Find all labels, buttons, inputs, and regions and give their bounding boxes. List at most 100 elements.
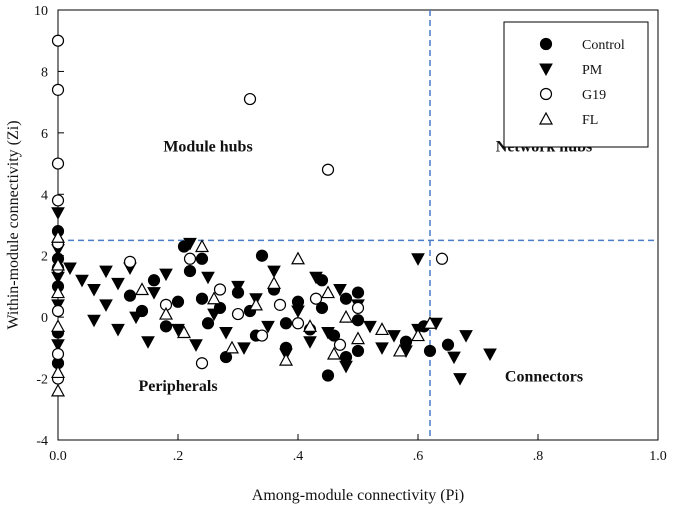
point-pm bbox=[267, 265, 281, 279]
point-fl bbox=[50, 383, 66, 397]
point-g19 bbox=[51, 194, 65, 207]
x-axis-title: Among-module connectivity (Pi) bbox=[252, 487, 464, 504]
point-fl bbox=[50, 365, 66, 379]
point-pm bbox=[219, 327, 233, 340]
point-pm bbox=[207, 308, 221, 322]
point-pm bbox=[189, 339, 203, 352]
point-pm bbox=[51, 339, 65, 352]
point-pm bbox=[321, 327, 335, 340]
x-tick-label: .6 bbox=[413, 449, 424, 464]
legend-label-g19: G19 bbox=[582, 88, 606, 103]
point-g19 bbox=[183, 252, 197, 265]
point-pm bbox=[333, 284, 347, 297]
point-fl bbox=[176, 325, 192, 339]
x-tick-label: .2 bbox=[173, 449, 184, 464]
point-g19 bbox=[51, 304, 65, 318]
x-tick-label: .8 bbox=[533, 449, 544, 464]
point-fl bbox=[50, 319, 66, 332]
data-points bbox=[50, 34, 497, 397]
point-pm bbox=[291, 305, 305, 319]
point-g19 bbox=[435, 252, 449, 265]
point-fl bbox=[158, 306, 174, 320]
legend-label-fl: FL bbox=[582, 113, 598, 128]
point-control bbox=[219, 350, 233, 364]
point-fl bbox=[374, 322, 390, 336]
point-control bbox=[441, 338, 455, 351]
point-pm bbox=[387, 330, 401, 343]
point-fl bbox=[50, 257, 66, 271]
point-g19 bbox=[123, 255, 137, 268]
point-g19 bbox=[255, 329, 269, 342]
point-fl bbox=[194, 239, 210, 253]
point-control bbox=[279, 317, 293, 330]
y-axis-ticks: -4 -2 0 2 4 6 8 10 bbox=[34, 4, 64, 449]
legend: Control PM G19 FL bbox=[503, 21, 649, 148]
point-g19 bbox=[351, 301, 365, 315]
point-fl bbox=[326, 346, 342, 360]
point-fl bbox=[350, 331, 366, 345]
point-pm bbox=[261, 320, 275, 334]
point-pm bbox=[111, 277, 125, 291]
point-control bbox=[339, 292, 353, 305]
legend-marker-control bbox=[539, 37, 553, 51]
x-tick-label: 0.0 bbox=[49, 449, 67, 464]
point-pm bbox=[459, 330, 473, 343]
point-control bbox=[147, 274, 161, 287]
point-pm bbox=[339, 360, 353, 374]
point-control bbox=[315, 301, 329, 315]
point-pm bbox=[363, 320, 377, 334]
point-control bbox=[321, 369, 335, 382]
point-pm bbox=[159, 268, 173, 282]
y-axis-title: Within-module connectivity (Zi) bbox=[5, 120, 22, 329]
point-pm bbox=[99, 265, 113, 279]
point-pm bbox=[141, 336, 155, 349]
point-pm bbox=[411, 253, 425, 266]
point-pm bbox=[183, 237, 197, 251]
point-pm bbox=[231, 280, 245, 294]
point-pm bbox=[171, 323, 185, 337]
point-pm bbox=[447, 351, 461, 365]
point-g19 bbox=[195, 357, 209, 370]
x-axis-ticks: 0.0 .2 .4 .6 .8 1.0 bbox=[49, 434, 667, 464]
point-g19 bbox=[321, 163, 335, 176]
point-fl bbox=[50, 230, 66, 243]
point-g19 bbox=[333, 338, 347, 351]
point-fl bbox=[320, 285, 336, 299]
point-control bbox=[255, 249, 269, 262]
point-pm bbox=[303, 336, 317, 349]
legend-marker-pm bbox=[539, 63, 553, 77]
point-g19 bbox=[243, 92, 257, 106]
y-tick-label: 2 bbox=[41, 250, 48, 265]
y-tick-label: 4 bbox=[41, 188, 48, 203]
x-tick-label: .4 bbox=[293, 449, 304, 464]
point-fl bbox=[302, 319, 318, 332]
point-pm bbox=[51, 207, 65, 220]
point-control bbox=[201, 317, 215, 330]
point-control bbox=[195, 252, 209, 265]
legend-box bbox=[503, 21, 649, 148]
point-g19 bbox=[291, 317, 305, 330]
y-tick-label: 0 bbox=[41, 311, 48, 326]
point-fl bbox=[290, 251, 306, 265]
point-fl bbox=[338, 309, 354, 323]
y-tick-label: -2 bbox=[36, 373, 48, 388]
point-pm bbox=[63, 262, 77, 276]
point-control bbox=[183, 264, 197, 278]
point-pm bbox=[237, 342, 251, 355]
point-control bbox=[423, 344, 437, 358]
point-pm bbox=[483, 348, 497, 362]
point-pm bbox=[201, 271, 215, 285]
point-control bbox=[195, 292, 209, 305]
point-pm bbox=[99, 299, 113, 312]
legend-label-control: Control bbox=[582, 38, 625, 53]
legend-label-pm: PM bbox=[582, 63, 603, 78]
point-fl bbox=[50, 285, 66, 299]
region-label: Connectors bbox=[505, 369, 583, 386]
point-pm bbox=[87, 284, 101, 297]
point-g19 bbox=[51, 34, 65, 47]
point-fl bbox=[248, 297, 264, 311]
x-tick-label: 1.0 bbox=[649, 449, 667, 464]
legend-marker-g19 bbox=[539, 87, 553, 101]
point-pm bbox=[309, 271, 323, 285]
